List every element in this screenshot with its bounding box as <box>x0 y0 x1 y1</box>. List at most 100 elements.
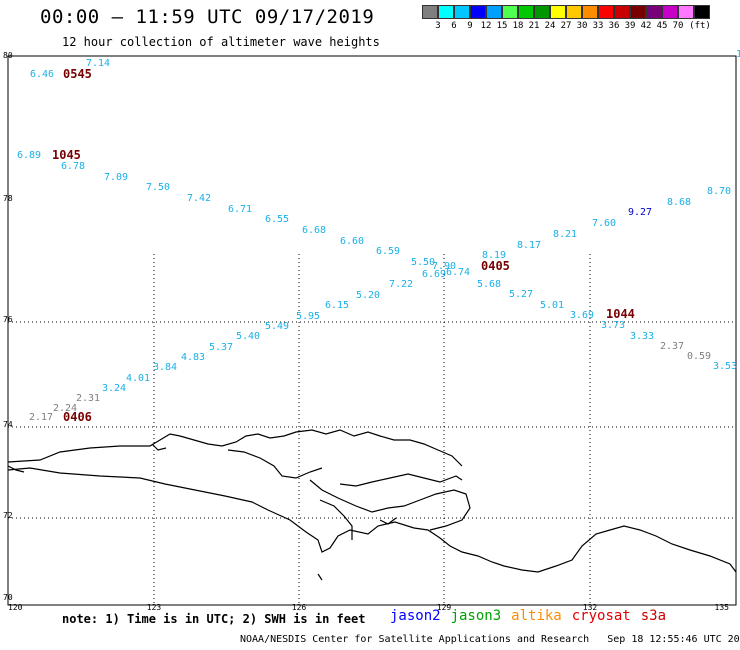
wave-height-value: 3.33 <box>630 331 654 342</box>
wave-height-value: 7.60 <box>592 218 616 229</box>
legend-label: 24 <box>544 21 556 31</box>
legend-label: 3 <box>435 21 441 31</box>
mission-legend: jason2 jason3 altika cryosat s3a <box>390 608 676 624</box>
latitude-label: 80 <box>3 51 13 60</box>
coastline <box>7 429 737 581</box>
wave-height-value: 5.20 <box>356 290 380 301</box>
longitude-label: 126 <box>292 603 307 612</box>
wave-height-value: 5.27 <box>509 289 533 300</box>
wave-height-value: 5.95 <box>296 311 320 322</box>
wave-height-value: 6.71 <box>228 204 252 215</box>
legend-swatch <box>534 5 550 19</box>
wave-height-value: 6.60 <box>340 236 364 247</box>
pass-time-label: 1045 <box>52 148 81 162</box>
latitude-label: 76 <box>3 315 13 324</box>
wave-height-value: 6.59 <box>376 246 400 257</box>
wave-height-value: 4.01 <box>126 373 150 384</box>
legend-label: 12 <box>480 21 492 31</box>
legend-swatch <box>614 5 630 19</box>
legend-label: 18 <box>512 21 524 31</box>
latitude-label: 72 <box>3 511 13 520</box>
legend-label: 70 <box>672 21 684 31</box>
wave-height-value: 3.69 <box>570 310 594 321</box>
longitude-label: 135 <box>715 603 730 612</box>
legend-swatches <box>422 5 710 19</box>
legend-swatch <box>566 5 582 19</box>
legend-swatch <box>454 5 470 19</box>
map-frame <box>7 55 737 606</box>
wave-height-value: 5.50 <box>411 257 435 268</box>
wave-height-value: 3.24 <box>102 383 126 394</box>
wave-height-value: 5.01 <box>540 300 564 311</box>
legend-label: 15 <box>496 21 508 31</box>
longitude-label: 129 <box>437 603 452 612</box>
longitude-label: 132 <box>583 603 598 612</box>
latitude-label: 78 <box>3 194 13 203</box>
legend-label: 27 <box>560 21 572 31</box>
legend-label: 39 <box>624 21 636 31</box>
wave-height-value: 7.09 <box>104 172 128 183</box>
legend-label: 42 <box>640 21 652 31</box>
observation-labels: 6.46 7.14 6.89 6.78 7.09 7.50 7.42 6.71 6.55 6.68… <box>17 49 740 423</box>
wave-height-value: 7.14 <box>86 58 110 69</box>
wave-height-value: 8.17 <box>517 240 541 251</box>
legend-swatch <box>662 5 678 19</box>
latitude-label: 70 <box>3 593 13 602</box>
legend-swatch <box>646 5 662 19</box>
wave-height-value: 2.24 <box>53 403 77 414</box>
wave-height-value: 1 <box>736 49 740 60</box>
pass-time-label: 0406 <box>63 410 92 424</box>
legend-label: 21 <box>528 21 540 31</box>
graticule <box>8 254 736 605</box>
wave-height-value: 3.84 <box>153 362 177 373</box>
mission-name: s3a <box>640 608 667 624</box>
wave-height-value: 7.22 <box>389 279 413 290</box>
mission-name: jason2 <box>390 608 441 624</box>
mission-name: jason3 <box>450 608 502 624</box>
wave-height-value: 7.90 <box>432 261 456 272</box>
pass-time-label: 1044 <box>606 307 635 321</box>
footer-note: note: 1) Time is in UTC; 2) SWH is in fe… <box>62 612 366 626</box>
latitude-label: 74 <box>3 420 13 429</box>
legend-label: 9 <box>467 21 473 31</box>
wave-height-value: 9.27 <box>628 207 652 218</box>
wave-height-value: 6.46 <box>30 69 54 80</box>
legend-swatch <box>598 5 614 19</box>
legend-swatch <box>550 5 566 19</box>
wave-height-legend: 3 6 9 12 15 18 21 24 27 30 33 36 39 42 45 70 (ft) <box>422 5 711 31</box>
wave-height-value: 6.69 <box>422 269 446 280</box>
legend-label: 45 <box>656 21 668 31</box>
credit-line: NOAA/NESDIS Center for Satellite Applica… <box>240 634 740 645</box>
wave-height-value: 8.19 <box>482 250 506 261</box>
page-subtitle: 12 hour collection of altimeter wave hei… <box>62 35 380 49</box>
wave-height-value: 6.15 <box>325 300 349 311</box>
page-title: 00:00 – 11:59 UTC 09/17/2019 <box>40 6 375 28</box>
legend-labels: 3 6 9 12 15 18 21 24 27 30 33 36 39 42 45 70 (ft) <box>422 19 711 31</box>
wave-height-value: 6.78 <box>61 161 85 172</box>
wave-height-value: 5.37 <box>209 342 233 353</box>
wave-height-value: 8.70 <box>707 186 731 197</box>
wave-height-value: 6.68 <box>302 225 326 236</box>
wave-height-value: 5.40 <box>236 331 260 342</box>
legend-swatch <box>582 5 598 19</box>
legend-swatch <box>502 5 518 19</box>
wave-height-value: 7.42 <box>187 193 211 204</box>
legend-label: 6 <box>451 21 457 31</box>
mission-name: cryosat <box>571 608 631 624</box>
wave-height-value: 6.89 <box>17 150 41 161</box>
mission-name: altika <box>511 608 562 624</box>
wave-height-value: 5.68 <box>477 279 501 290</box>
legend-swatch <box>678 5 694 19</box>
wave-height-value: 7.50 <box>146 182 170 193</box>
wave-height-value: 5.49 <box>265 321 289 332</box>
wave-height-value: 3.73 <box>601 320 625 331</box>
legend-unit: (ft) <box>689 21 711 31</box>
legend-swatch <box>694 5 710 19</box>
wave-height-value: 0.59 <box>687 351 711 362</box>
wave-height-value: 2.37 <box>660 341 684 352</box>
longitude-label: 123 <box>147 603 162 612</box>
legend-swatch <box>470 5 486 19</box>
wave-height-value: 2.17 <box>29 412 53 423</box>
wave-height-value: 2.31 <box>76 393 100 404</box>
